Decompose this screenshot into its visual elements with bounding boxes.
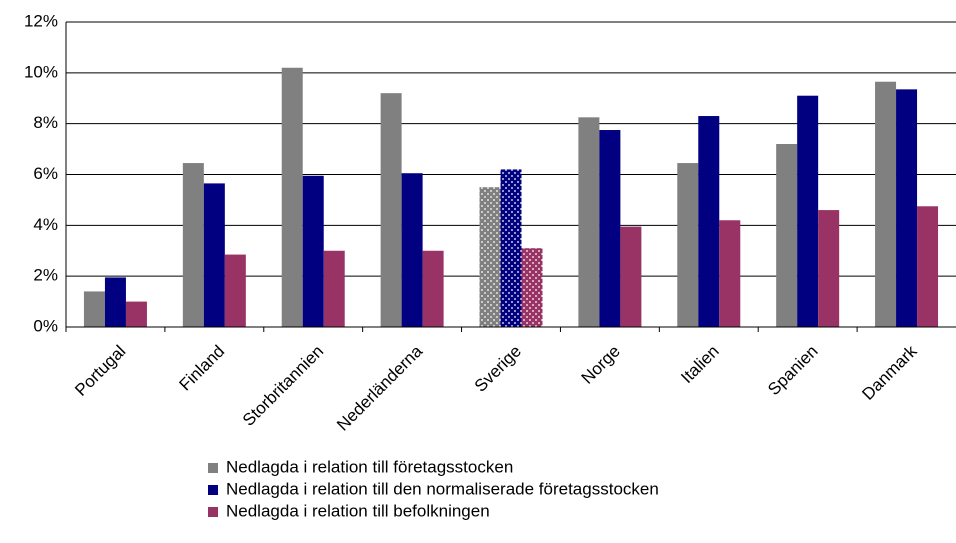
- y-tick-label: 10%: [24, 62, 58, 81]
- x-tick-label: Storbritannien: [239, 342, 327, 430]
- x-tick-label: Sverige: [471, 342, 525, 396]
- legend-swatch: [208, 507, 218, 517]
- legend-swatch: [208, 485, 218, 495]
- bar-highlight: [500, 169, 522, 327]
- bar: [875, 81, 897, 328]
- legend-label: Nedlagda i relation till företagsstocken: [226, 457, 513, 476]
- y-tick-label: 6%: [33, 164, 58, 183]
- bar: [776, 144, 798, 327]
- bar: [719, 220, 741, 327]
- bar: [83, 291, 105, 327]
- legend-swatch: [208, 463, 218, 473]
- bar: [281, 67, 303, 327]
- bar: [302, 175, 324, 327]
- x-tick-label: Italien: [677, 342, 723, 388]
- bar: [797, 95, 819, 327]
- legend-label: Nedlagda i relation till den normalisera…: [226, 479, 659, 498]
- x-tick-label: Finland: [175, 342, 228, 395]
- bar: [323, 250, 345, 327]
- y-tick-label: 2%: [33, 266, 58, 285]
- bar: [182, 163, 204, 327]
- bar: [917, 206, 939, 327]
- bar: [818, 210, 840, 327]
- bar: [224, 254, 246, 327]
- bar: [203, 183, 225, 327]
- x-tick-label: Portugal: [71, 342, 129, 400]
- bar: [104, 277, 126, 327]
- y-tick-label: 4%: [33, 215, 58, 234]
- bar: [620, 226, 642, 327]
- x-tick-label: Nederländerna: [333, 341, 426, 434]
- x-tick-label: Norge: [578, 342, 624, 388]
- x-tick-label: Danmark: [858, 341, 921, 404]
- y-tick-label: 8%: [33, 113, 58, 132]
- bar: [401, 173, 423, 327]
- y-tick-label: 12%: [24, 11, 58, 30]
- bar: [896, 89, 918, 328]
- bar: [578, 117, 600, 327]
- bar: [380, 93, 402, 328]
- bar-highlight: [479, 187, 501, 327]
- legend-label: Nedlagda i relation till befolkningen: [226, 501, 490, 520]
- bar: [698, 116, 720, 328]
- bar-highlight: [521, 248, 543, 327]
- bar: [125, 301, 147, 327]
- bar: [677, 163, 699, 327]
- x-tick-label: Spanien: [764, 342, 822, 400]
- bar: [422, 250, 444, 327]
- y-tick-label: 0%: [33, 316, 58, 335]
- bar: [599, 130, 621, 327]
